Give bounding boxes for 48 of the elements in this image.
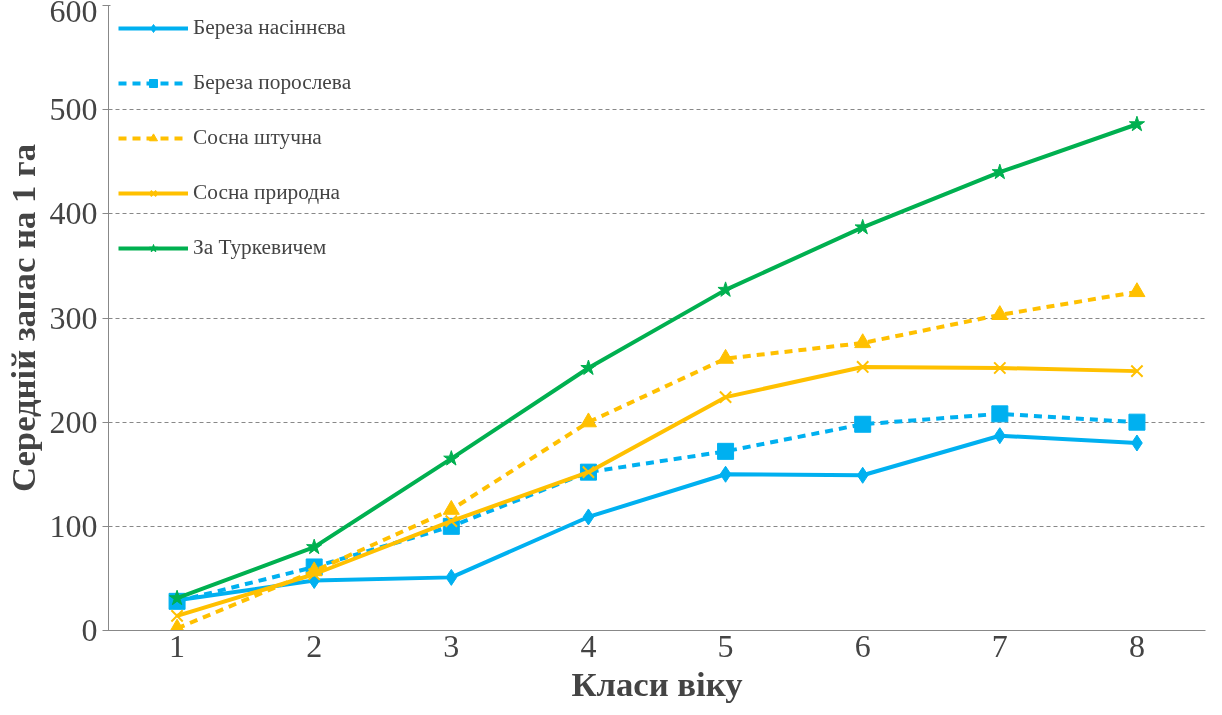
point	[717, 281, 734, 297]
y-tick-label: 300	[49, 299, 98, 336]
x-tick-label: 3	[443, 627, 460, 664]
x-tick-label: 4	[580, 627, 597, 664]
legend-label: Береза порослева	[193, 70, 352, 95]
point	[170, 609, 184, 623]
point	[1128, 115, 1146, 132]
y-tick-label: 600	[49, 0, 98, 29]
point	[991, 305, 1009, 320]
x-axis-title: Класи віку	[571, 664, 743, 703]
y-tick-label: 200	[49, 403, 98, 440]
point	[993, 427, 1006, 445]
point	[306, 538, 323, 555]
x-tick-label: 8	[1128, 627, 1145, 664]
point	[717, 442, 735, 460]
point	[579, 412, 597, 428]
point	[307, 567, 321, 581]
y-tick-label: 0	[81, 612, 98, 648]
y-tick-label: 100	[49, 507, 98, 544]
point	[718, 390, 733, 404]
point	[991, 405, 1009, 423]
x-tick-label: 6	[854, 627, 871, 664]
point	[582, 508, 595, 526]
point	[856, 466, 869, 484]
point	[854, 333, 872, 349]
point	[444, 514, 458, 528]
point	[1128, 282, 1146, 298]
x-tick-label: 1	[169, 627, 186, 664]
x-tick-label: 7	[991, 627, 1008, 664]
y-axis-title: Середній запас на 1 га	[3, 144, 42, 492]
point	[443, 450, 460, 466]
legend-label: Сосна штучна	[193, 125, 322, 150]
x-tick-label: 2	[306, 627, 323, 664]
legend-label: За Туркевичем	[193, 235, 327, 260]
point	[580, 359, 597, 375]
legend-label: Береза насіннєва	[193, 15, 346, 40]
point	[993, 361, 1007, 375]
point	[1128, 413, 1146, 431]
legend-label: Сосна природна	[193, 180, 341, 205]
point	[854, 415, 872, 433]
point	[719, 465, 732, 483]
point	[856, 360, 870, 374]
x-tick-label: 5	[717, 627, 734, 664]
y-tick-label: 400	[49, 195, 98, 232]
point	[1130, 364, 1144, 378]
point	[717, 348, 735, 364]
point	[445, 568, 458, 586]
y-tick-label: 500	[49, 91, 98, 128]
